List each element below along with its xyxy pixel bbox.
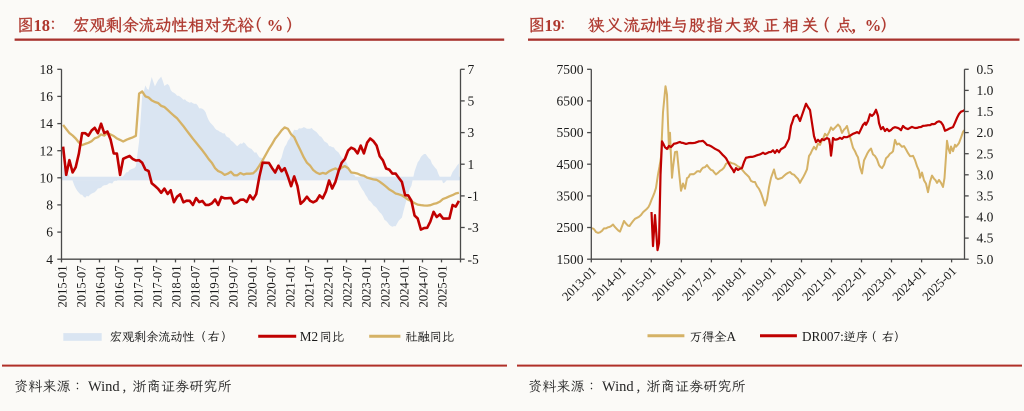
svg-text:2017-07: 2017-07 (151, 266, 165, 308)
svg-text:2020-07: 2020-07 (265, 266, 279, 308)
svg-text:5500: 5500 (557, 125, 584, 140)
svg-text:2024-01: 2024-01 (398, 266, 412, 308)
svg-text:2019-01: 2019-01 (208, 266, 222, 308)
svg-text:1: 1 (468, 157, 475, 172)
svg-text:3500: 3500 (557, 189, 584, 204)
svg-text:-1: -1 (468, 189, 479, 204)
svg-text:,: , (123, 379, 127, 395)
svg-text:2019-07: 2019-07 (227, 266, 241, 308)
svg-text:2022-01: 2022-01 (322, 266, 336, 308)
svg-text:2021-01: 2021-01 (284, 266, 298, 308)
svg-text:5.0: 5.0 (977, 252, 994, 267)
svg-text:3.0: 3.0 (977, 167, 994, 182)
svg-text:8: 8 (46, 198, 53, 213)
svg-text:2018-01: 2018-01 (170, 266, 184, 308)
svg-text:2018-07: 2018-07 (189, 266, 203, 308)
svg-text:-5: -5 (468, 252, 479, 267)
svg-text:16: 16 (40, 89, 54, 104)
svg-text:2024-07: 2024-07 (417, 266, 431, 308)
svg-text:,: , (637, 379, 641, 395)
svg-text:1.0: 1.0 (977, 83, 994, 98)
svg-text:2016-07: 2016-07 (113, 266, 127, 308)
svg-text:19: 19 (545, 16, 562, 35)
svg-text:-3: -3 (468, 220, 479, 235)
svg-text:4: 4 (46, 252, 53, 267)
svg-text:10: 10 (40, 170, 54, 185)
svg-text:6: 6 (46, 225, 53, 240)
svg-text:DR007:: DR007: (802, 329, 844, 344)
svg-text:2022-07: 2022-07 (341, 266, 355, 308)
svg-text:2.0: 2.0 (977, 125, 994, 140)
svg-text:2023-07: 2023-07 (379, 266, 393, 308)
svg-text:2015-07: 2015-07 (75, 266, 89, 308)
svg-text:Wind: Wind (602, 379, 634, 395)
svg-text:M2: M2 (300, 329, 318, 344)
svg-text:2500: 2500 (557, 220, 584, 235)
svg-text:14: 14 (40, 116, 54, 131)
svg-text:3.5: 3.5 (977, 189, 994, 204)
svg-text:3: 3 (468, 125, 475, 140)
svg-text:2023-01: 2023-01 (360, 266, 374, 308)
svg-text:6500: 6500 (557, 94, 584, 109)
svg-text:2015-01: 2015-01 (56, 266, 70, 308)
svg-text:2021-07: 2021-07 (303, 266, 317, 308)
svg-text:5: 5 (468, 94, 475, 109)
svg-text:1.5: 1.5 (977, 104, 994, 119)
svg-text:7: 7 (468, 62, 475, 77)
svg-text:18: 18 (40, 62, 54, 77)
svg-text:2020-01: 2020-01 (246, 266, 260, 308)
svg-text:7500: 7500 (557, 62, 584, 77)
svg-text:2025-01: 2025-01 (436, 266, 450, 308)
svg-text:2.5: 2.5 (977, 146, 994, 161)
svg-text:0.5: 0.5 (977, 62, 994, 77)
svg-text:%: % (865, 16, 882, 35)
svg-text:18: 18 (34, 16, 51, 35)
svg-text:%: % (267, 16, 284, 35)
svg-text:2016-01: 2016-01 (94, 266, 108, 308)
svg-text:4.5: 4.5 (977, 231, 994, 246)
svg-text:,: , (852, 16, 856, 35)
svg-text:1500: 1500 (557, 252, 584, 267)
svg-text:4500: 4500 (557, 157, 584, 172)
svg-text:Wind: Wind (88, 379, 120, 395)
svg-text:12: 12 (40, 143, 54, 158)
svg-text:2025-01: 2025-01 (920, 264, 960, 304)
svg-text:4.0: 4.0 (977, 210, 994, 225)
svg-text:A: A (727, 329, 737, 344)
svg-text:2017-01: 2017-01 (132, 266, 146, 308)
